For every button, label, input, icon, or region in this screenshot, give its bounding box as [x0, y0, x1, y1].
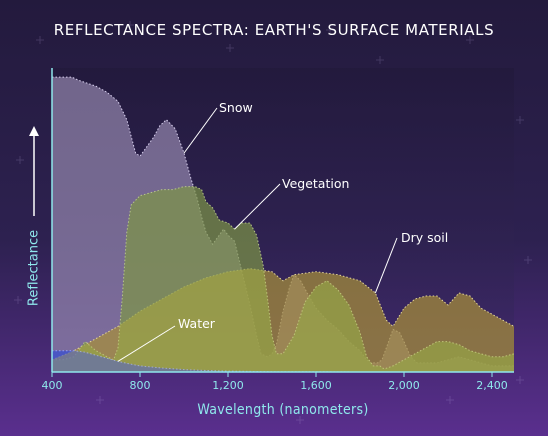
series-area-dry-soil-highlight — [52, 268, 514, 372]
series-area-vegetation — [52, 186, 514, 372]
chart-title: REFLECTANCE SPECTRA: EARTH'S SURFACE MAT… — [53, 21, 495, 39]
leader-line-vegetation — [234, 183, 281, 230]
x-tick-label: 2,400 — [476, 379, 508, 392]
series-line-vegetation — [52, 186, 515, 370]
leader-line-water — [117, 325, 176, 362]
x-axis-label: Wavelength (nanometers) — [197, 402, 369, 418]
series-label-vegetation: Vegetation — [282, 176, 349, 191]
series-label-water: Water — [178, 316, 216, 331]
x-tick-label: 400 — [42, 379, 63, 392]
x-tick-label: 1,200 — [212, 379, 244, 392]
x-tick-label: 800 — [130, 379, 151, 392]
leader-line-snow — [183, 107, 218, 154]
series-label-dry-soil: Dry soil — [401, 230, 448, 245]
y-axis-label-text: Reflectance — [26, 229, 42, 307]
series-area-water — [52, 350, 514, 372]
y-arrow-head — [29, 126, 39, 136]
x-tick-label: 2,000 — [388, 379, 420, 392]
leader-line-dry-soil — [374, 237, 398, 294]
series-line-water — [52, 350, 514, 373]
series-label-snow: Snow — [219, 100, 253, 115]
y-axis-label: Reflectance — [27, 230, 42, 306]
x-tick-label: 1,600 — [300, 379, 332, 392]
